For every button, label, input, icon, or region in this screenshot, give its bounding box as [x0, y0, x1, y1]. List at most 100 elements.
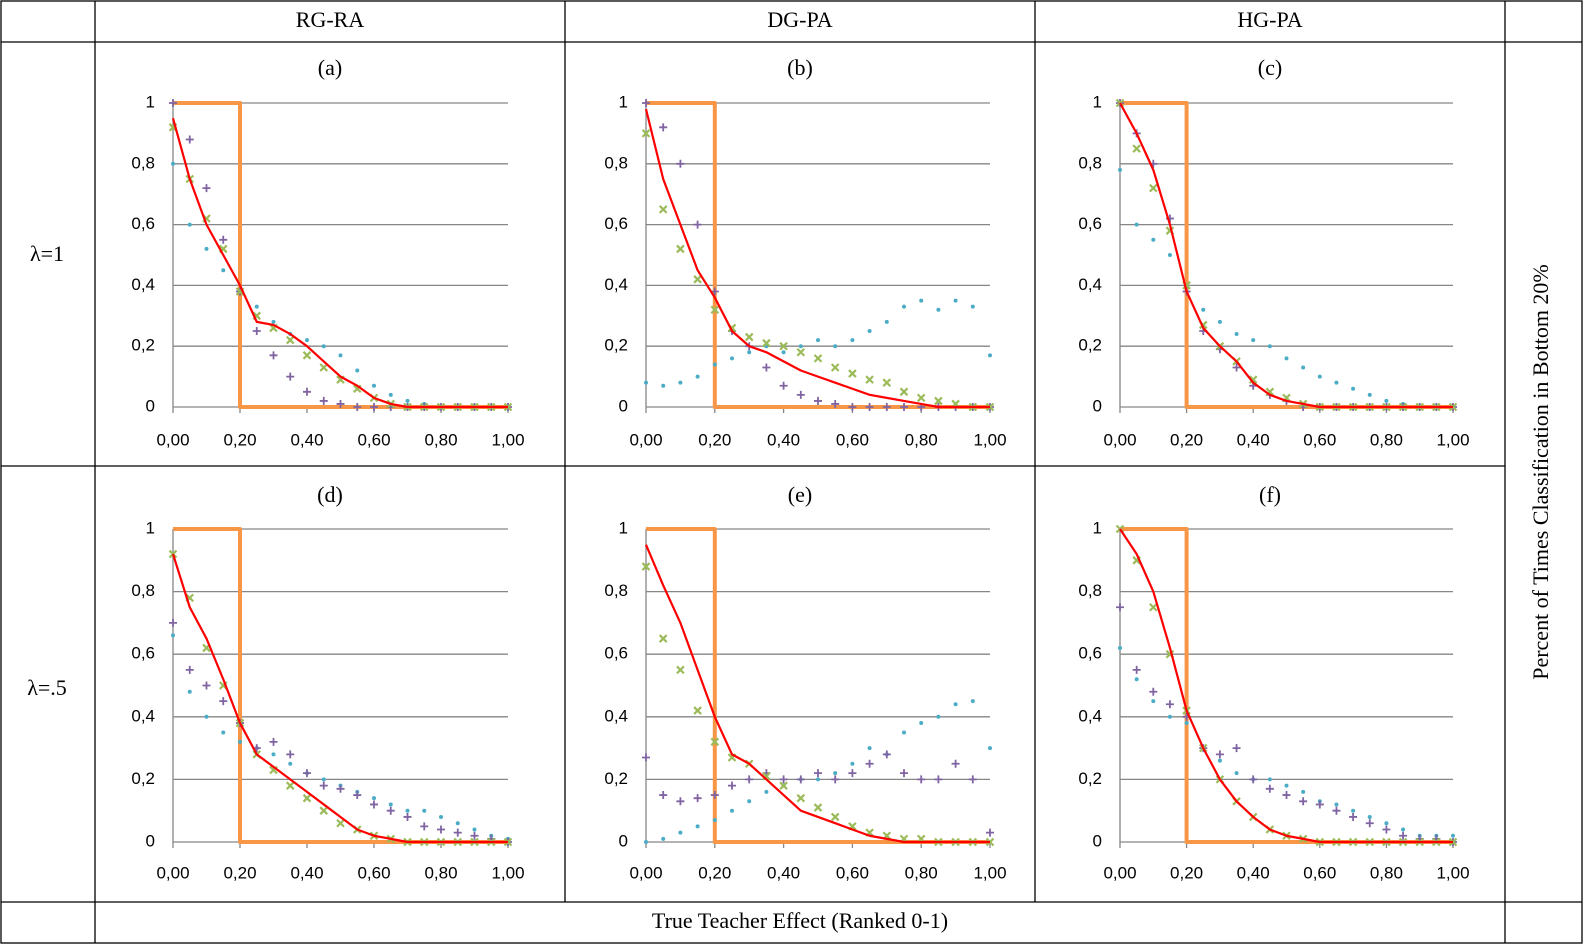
plus-marker [693, 220, 702, 229]
dot-marker [867, 746, 872, 751]
dot-marker [833, 771, 838, 776]
plus-marker [642, 753, 650, 762]
plus-marker [219, 697, 228, 706]
dot-marker [204, 714, 209, 719]
dot-marker [1284, 783, 1289, 788]
plus-marker [370, 403, 378, 411]
dot-marker [1301, 365, 1306, 370]
x-tick-label: 0,60 [357, 863, 390, 882]
cross-marker [934, 396, 943, 406]
plus-marker [796, 390, 805, 399]
dot-marker [730, 808, 734, 813]
plus-marker [286, 750, 295, 759]
chart-title: (a) [318, 55, 342, 80]
plus-marker [968, 775, 977, 784]
y-tick-label: 0,2 [131, 336, 155, 355]
column-header: HG-PA [1237, 7, 1302, 32]
dot-marker [254, 304, 259, 309]
plus-marker [934, 775, 943, 784]
dot-marker [388, 392, 393, 397]
plus-marker [1132, 665, 1141, 674]
plus-marker [779, 775, 788, 784]
dot-marker [970, 699, 975, 704]
dot-marker [902, 304, 906, 309]
chart-title: (e) [788, 482, 812, 507]
plus-marker [865, 403, 874, 411]
x-tick-label: 0,00 [156, 863, 189, 882]
dot-marker [187, 689, 192, 694]
plus-marker [900, 769, 908, 778]
plus-marker [1116, 603, 1124, 612]
x-tick-label: 1,00 [973, 863, 1006, 882]
cross-marker [848, 369, 857, 378]
y-tick-label: 0,8 [604, 581, 628, 600]
x-tick-label: 0,40 [1237, 430, 1270, 449]
plus-marker [202, 681, 211, 690]
dot-marker [1384, 398, 1389, 403]
x-tick-label: 0,60 [1303, 863, 1336, 882]
y-tick-label: 0,4 [604, 275, 628, 294]
series-line [644, 544, 990, 844]
dot-marker [1217, 758, 1222, 763]
x-tick-label: 0,20 [1170, 863, 1203, 882]
dot-marker [988, 746, 992, 751]
x-tick-label: 0,80 [905, 430, 938, 449]
x-tick-label: 1,00 [491, 863, 524, 882]
dot-marker [970, 304, 975, 309]
x-tick-label: 1,00 [1436, 863, 1469, 882]
plus-marker [202, 184, 211, 193]
dot-marker [1134, 677, 1139, 682]
y-tick-label: 0 [146, 396, 155, 415]
plus-marker [865, 759, 874, 768]
dot-marker [204, 246, 209, 251]
dot-marker [338, 353, 343, 358]
dot-marker [1451, 833, 1455, 838]
plus-marker [1249, 775, 1258, 784]
plus-marker [831, 775, 840, 784]
plus-marker [185, 665, 194, 674]
plus-marker [676, 159, 685, 168]
series-line [171, 553, 508, 844]
cross-marker [916, 393, 926, 403]
plus-marker [437, 825, 445, 834]
cross-marker [1248, 375, 1258, 384]
column-header: DG-PA [767, 7, 832, 32]
plus-marker [1149, 687, 1158, 696]
dot-marker [781, 350, 786, 355]
y-tick-label: 1 [146, 92, 155, 111]
cross-marker [285, 335, 295, 345]
plus-marker [951, 759, 960, 768]
step-line [173, 527, 508, 844]
y-tick-label: 0,6 [1078, 644, 1102, 663]
cross-marker [796, 348, 806, 357]
dot-marker [305, 338, 309, 343]
cross-marker [1132, 144, 1141, 153]
y-tick-label: 1 [1093, 92, 1102, 111]
cross-marker [1149, 183, 1158, 193]
plus-marker [370, 800, 378, 809]
plus-marker [1265, 784, 1274, 793]
dot-marker [472, 827, 477, 832]
dot-marker [321, 344, 326, 349]
dot-marker [271, 752, 276, 757]
dot-marker [730, 356, 734, 361]
cross-marker [319, 806, 329, 815]
plus-marker [169, 618, 177, 627]
y-tick-label: 0,4 [1078, 275, 1102, 294]
dot-marker [1134, 222, 1139, 227]
dot-marker [1251, 338, 1256, 343]
plus-marker [814, 769, 822, 778]
x-tick-label: 1,00 [973, 430, 1006, 449]
cross-marker [302, 793, 312, 803]
dot-marker [644, 380, 648, 385]
plus-marker [252, 327, 261, 335]
y-tick-label: 0 [1093, 831, 1102, 850]
dot-marker [695, 824, 700, 829]
dot-marker [405, 808, 410, 813]
dot-marker [439, 814, 443, 819]
y-tick-label: 0,8 [604, 153, 628, 172]
dot-marker [1267, 344, 1272, 349]
plus-marker [710, 791, 719, 800]
dot-marker [816, 777, 820, 782]
